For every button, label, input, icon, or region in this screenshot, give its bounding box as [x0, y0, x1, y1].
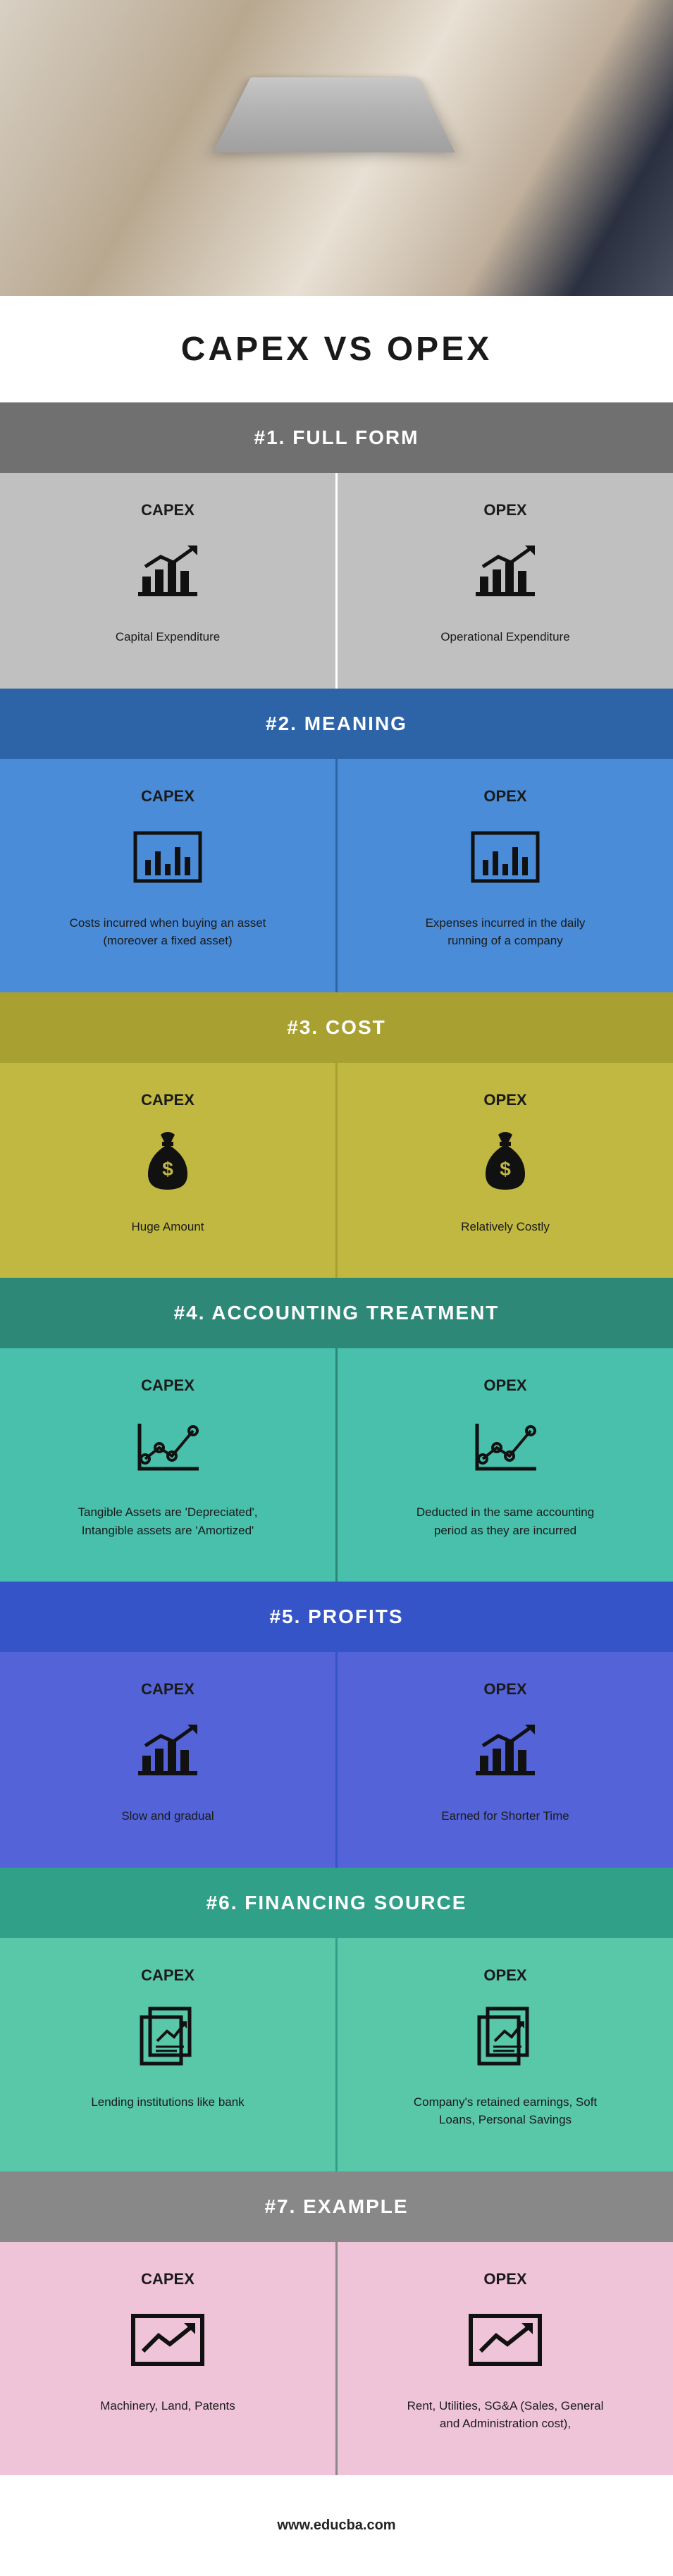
capex-description: Capital Expenditure [116, 628, 220, 646]
capex-label: CAPEX [141, 1680, 195, 1699]
main-title: CAPEX VS OPEX [14, 330, 659, 369]
opex-description: Expenses incurred in the daily running o… [407, 914, 604, 950]
capex-description: Lending institutions like bank [91, 2093, 244, 2112]
section-header: #7. EXAMPLE [0, 2171, 673, 2242]
comparison-row: CAPEX Lending institutions like bankOPEX… [0, 1938, 673, 2171]
opex-cell: OPEX Deducted in the same accounting per… [338, 1348, 673, 1582]
arrow-frame-icon [467, 2308, 544, 2372]
capex-label: CAPEX [141, 2270, 195, 2288]
bar-frame-icon [470, 825, 541, 889]
section: #5. PROFITSCAPEX Slow and gradualOPEX Ea… [0, 1582, 673, 1868]
opex-cell: OPEX $ Relatively Costly [338, 1063, 673, 1278]
main-title-bar: CAPEX VS OPEX [0, 296, 673, 402]
capex-cell: CAPEX Tangible Assets are 'Depreciated',… [0, 1348, 338, 1582]
comparison-row: CAPEX Tangible Assets are 'Depreciated',… [0, 1348, 673, 1582]
money-bag-icon: $ [140, 1129, 196, 1193]
bars-arrow-icon [470, 539, 541, 603]
capex-label: CAPEX [141, 501, 195, 519]
section: #1. FULL FORMCAPEX Capital ExpenditureOP… [0, 402, 673, 689]
opex-label: OPEX [483, 1680, 526, 1699]
section: #2. MEANINGCAPEX Costs incurred when buy… [0, 689, 673, 992]
svg-text:$: $ [162, 1158, 173, 1180]
line-points-icon [470, 1415, 541, 1478]
line-points-icon [132, 1415, 203, 1478]
opex-label: OPEX [483, 787, 526, 806]
money-bag-icon: $ [477, 1129, 533, 1193]
opex-label: OPEX [483, 2270, 526, 2288]
capex-description: Tangible Assets are 'Depreciated', Intan… [69, 1503, 266, 1539]
sections-container: #1. FULL FORMCAPEX Capital ExpenditureOP… [0, 402, 673, 2475]
bars-arrow-icon [132, 1718, 203, 1782]
comparison-row: CAPEX Capital ExpenditureOPEX Operationa… [0, 473, 673, 689]
opex-cell: OPEX Expenses incurred in the daily runn… [338, 759, 673, 992]
capex-cell: CAPEX Slow and gradual [0, 1652, 338, 1868]
capex-cell: CAPEX Capital Expenditure [0, 473, 338, 689]
capex-label: CAPEX [141, 1376, 195, 1395]
opex-label: OPEX [483, 501, 526, 519]
comparison-row: CAPEX Slow and gradualOPEX Earned for Sh… [0, 1652, 673, 1868]
opex-label: OPEX [483, 1091, 526, 1109]
capex-label: CAPEX [141, 787, 195, 806]
opex-label: OPEX [483, 1966, 526, 1985]
section-header: #3. COST [0, 992, 673, 1063]
opex-cell: OPEX Company's retained earnings, Soft L… [338, 1938, 673, 2171]
capex-cell: CAPEX Machinery, Land, Patents [0, 2242, 338, 2475]
doc-arrow-icon [474, 2004, 537, 2068]
section-header: #5. PROFITS [0, 1582, 673, 1652]
capex-description: Slow and gradual [121, 1807, 214, 1825]
section: #7. EXAMPLECAPEX Machinery, Land, Patent… [0, 2171, 673, 2475]
comparison-row: CAPEX Costs incurred when buying an asse… [0, 759, 673, 992]
opex-description: Operational Expenditure [440, 628, 569, 646]
opex-description: Rent, Utilities, SG&A (Sales, General an… [407, 2397, 604, 2433]
footer: www.educba.com [0, 2475, 673, 2576]
hero-image [0, 0, 673, 296]
opex-label: OPEX [483, 1376, 526, 1395]
opex-description: Relatively Costly [461, 1218, 550, 1236]
capex-description: Costs incurred when buying an asset (mor… [69, 914, 266, 950]
opex-description: Deducted in the same accounting period a… [407, 1503, 604, 1539]
capex-label: CAPEX [141, 1091, 195, 1109]
capex-description: Machinery, Land, Patents [100, 2397, 235, 2415]
section: #4. ACCOUNTING TREATMENTCAPEX Tangible A… [0, 1278, 673, 1582]
arrow-frame-icon [129, 2308, 206, 2372]
opex-cell: OPEX Operational Expenditure [338, 473, 673, 689]
section-header: #6. FINANCING SOURCE [0, 1868, 673, 1938]
section-header: #4. ACCOUNTING TREATMENT [0, 1278, 673, 1348]
section: #3. COSTCAPEX $ Huge AmountOPEX $ Relati… [0, 992, 673, 1278]
section-header: #1. FULL FORM [0, 402, 673, 473]
capex-description: Huge Amount [131, 1218, 204, 1236]
bars-arrow-icon [470, 1718, 541, 1782]
comparison-row: CAPEX Machinery, Land, PatentsOPEX Rent,… [0, 2242, 673, 2475]
opex-description: Earned for Shorter Time [441, 1807, 569, 1825]
capex-cell: CAPEX Costs incurred when buying an asse… [0, 759, 338, 992]
opex-cell: OPEX Earned for Shorter Time [338, 1652, 673, 1868]
section: #6. FINANCING SOURCECAPEX Lending instit… [0, 1868, 673, 2171]
capex-cell: CAPEX $ Huge Amount [0, 1063, 338, 1278]
comparison-row: CAPEX $ Huge AmountOPEX $ Relatively Cos… [0, 1063, 673, 1278]
section-header: #2. MEANING [0, 689, 673, 759]
opex-description: Company's retained earnings, Soft Loans,… [407, 2093, 604, 2129]
capex-label: CAPEX [141, 1966, 195, 1985]
svg-text:$: $ [500, 1158, 511, 1180]
doc-arrow-icon [136, 2004, 199, 2068]
opex-cell: OPEX Rent, Utilities, SG&A (Sales, Gener… [338, 2242, 673, 2475]
bars-arrow-icon [132, 539, 203, 603]
bar-frame-icon [132, 825, 203, 889]
capex-cell: CAPEX Lending institutions like bank [0, 1938, 338, 2171]
